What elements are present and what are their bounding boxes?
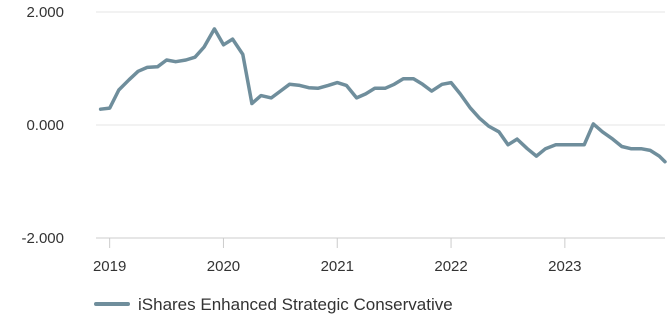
data-point[interactable] bbox=[391, 81, 397, 87]
data-point[interactable] bbox=[662, 159, 668, 165]
data-point[interactable] bbox=[647, 147, 653, 153]
data-point[interactable] bbox=[334, 80, 340, 86]
data-point[interactable] bbox=[325, 82, 331, 88]
y-axis: 2.000 0.000 -2.000 bbox=[21, 4, 64, 247]
data-point[interactable] bbox=[486, 123, 492, 129]
data-point[interactable] bbox=[164, 57, 170, 63]
data-point[interactable] bbox=[411, 76, 417, 82]
legend[interactable]: iShares Enhanced Strategic Conservative bbox=[94, 295, 453, 314]
data-point[interactable] bbox=[553, 142, 559, 148]
x-tick-label: 2022 bbox=[434, 258, 467, 275]
data-point[interactable] bbox=[144, 64, 150, 70]
data-point[interactable] bbox=[457, 91, 463, 97]
x-tick-label: 2020 bbox=[207, 258, 240, 275]
data-point[interactable] bbox=[306, 85, 312, 91]
data-point[interactable] bbox=[628, 146, 634, 152]
data-point[interactable] bbox=[599, 129, 605, 135]
data-point[interactable] bbox=[201, 44, 207, 50]
data-point[interactable] bbox=[524, 146, 530, 152]
data-point[interactable] bbox=[268, 95, 274, 101]
data-point[interactable] bbox=[533, 153, 539, 159]
data-point[interactable] bbox=[173, 59, 179, 65]
data-point[interactable] bbox=[211, 26, 217, 32]
data-point[interactable] bbox=[656, 153, 662, 159]
data-point[interactable] bbox=[297, 82, 303, 88]
y-tick-label: 2.000 bbox=[26, 4, 64, 21]
data-point[interactable] bbox=[420, 81, 426, 87]
x-tick-label: 2019 bbox=[93, 258, 126, 275]
data-point[interactable] bbox=[230, 36, 236, 42]
data-point[interactable] bbox=[286, 81, 292, 87]
data-point[interactable] bbox=[382, 85, 388, 91]
data-point[interactable] bbox=[514, 136, 520, 142]
data-point[interactable] bbox=[372, 85, 378, 91]
data-point[interactable] bbox=[135, 68, 141, 74]
data-point[interactable] bbox=[496, 129, 502, 135]
data-point[interactable] bbox=[116, 87, 122, 93]
data-point[interactable] bbox=[571, 142, 577, 148]
data-point[interactable] bbox=[439, 81, 445, 87]
x-tick-label: 2023 bbox=[548, 258, 581, 275]
legend-label: iShares Enhanced Strategic Conservative bbox=[138, 295, 453, 314]
data-point[interactable] bbox=[363, 91, 369, 97]
y-tick-label: -2.000 bbox=[21, 230, 64, 247]
series-layer bbox=[98, 26, 668, 165]
data-point[interactable] bbox=[448, 80, 454, 86]
data-point[interactable] bbox=[126, 77, 132, 83]
grid-layer bbox=[96, 11, 665, 239]
data-point[interactable] bbox=[240, 51, 246, 57]
data-point[interactable] bbox=[277, 88, 283, 94]
data-point[interactable] bbox=[154, 64, 160, 70]
y-tick-label: 0.000 bbox=[26, 117, 64, 134]
data-point[interactable] bbox=[107, 105, 113, 111]
data-point[interactable] bbox=[467, 105, 473, 111]
data-point[interactable] bbox=[315, 85, 321, 91]
data-point[interactable] bbox=[429, 88, 435, 94]
data-point[interactable] bbox=[192, 54, 198, 60]
data-point[interactable] bbox=[354, 95, 360, 101]
data-point[interactable] bbox=[343, 82, 349, 88]
series-line[interactable] bbox=[98, 27, 667, 164]
x-tick-label: 2021 bbox=[321, 258, 354, 275]
x-axis: 2019 2020 2021 2022 2023 bbox=[93, 237, 665, 275]
data-point[interactable] bbox=[220, 42, 226, 48]
data-point[interactable] bbox=[258, 93, 264, 99]
data-point[interactable] bbox=[590, 121, 596, 127]
data-point[interactable] bbox=[619, 143, 625, 149]
data-point[interactable] bbox=[183, 57, 189, 63]
data-point[interactable] bbox=[98, 106, 104, 112]
data-point[interactable] bbox=[505, 142, 511, 148]
data-point[interactable] bbox=[638, 146, 644, 152]
data-point[interactable] bbox=[581, 142, 587, 148]
data-point[interactable] bbox=[543, 146, 549, 152]
data-point[interactable] bbox=[400, 76, 406, 82]
data-point[interactable] bbox=[610, 136, 616, 142]
data-point[interactable] bbox=[562, 142, 568, 148]
data-point[interactable] bbox=[477, 115, 483, 121]
data-point[interactable] bbox=[249, 101, 255, 107]
